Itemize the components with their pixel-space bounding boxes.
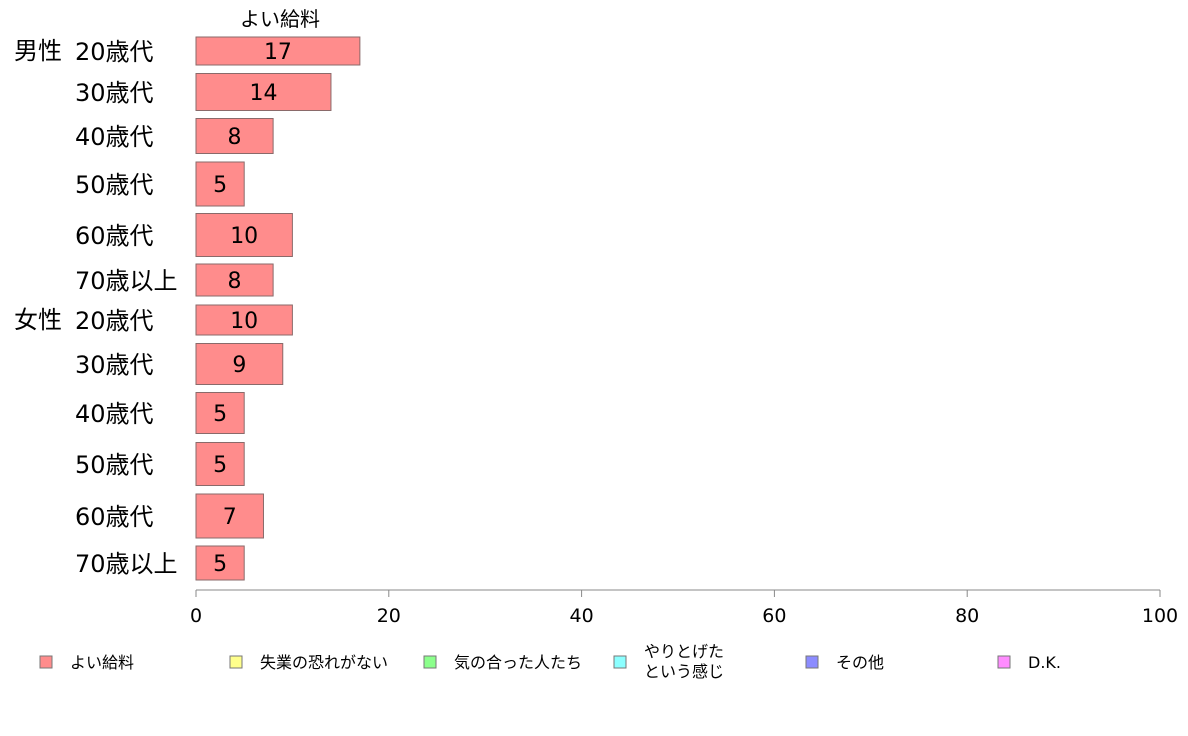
legend-label: 失業の恐れがない bbox=[260, 653, 388, 672]
bar bbox=[195, 263, 274, 297]
bar-value-label: 7 bbox=[223, 505, 237, 530]
x-tick-label: 20 bbox=[377, 605, 401, 627]
legend-label: 気の合った人たち bbox=[454, 653, 582, 672]
bar bbox=[195, 545, 245, 581]
bar-value-label: 10 bbox=[230, 309, 258, 334]
legend-label: D.K. bbox=[1028, 653, 1061, 672]
bar bbox=[195, 118, 274, 154]
category-label: 40歳代 bbox=[75, 123, 154, 151]
bar-value-label: 14 bbox=[249, 81, 277, 106]
bar-value-label: 8 bbox=[228, 125, 242, 150]
category-label: 40歳代 bbox=[75, 400, 154, 428]
category-label: 30歳代 bbox=[75, 351, 154, 379]
legend-label: よい給料 bbox=[70, 653, 134, 672]
category-label: 50歳代 bbox=[75, 171, 154, 199]
bar-value-label: 17 bbox=[264, 40, 292, 65]
bar bbox=[195, 213, 293, 257]
bar-value-label: 5 bbox=[213, 402, 227, 427]
bar-value-label: 5 bbox=[213, 453, 227, 478]
column-header: よい給料 bbox=[240, 7, 320, 31]
legend-swatch bbox=[39, 655, 53, 669]
legend: よい給料 失業の恐れがない 気の合った人たち やりとげたという感じ その他 D.K. bbox=[39, 642, 1061, 681]
category-label: 70歳以上 bbox=[75, 267, 178, 295]
category-label: 20歳代 bbox=[75, 307, 154, 335]
legend-label: その他 bbox=[836, 653, 884, 672]
legend-swatch bbox=[423, 655, 437, 669]
bar-value-label: 5 bbox=[213, 552, 227, 577]
bar-value-label: 8 bbox=[228, 269, 242, 294]
x-tick-label: 0 bbox=[190, 605, 202, 627]
bar-value-label: 9 bbox=[232, 353, 246, 378]
bar bbox=[195, 343, 284, 385]
x-tick-label: 80 bbox=[955, 605, 979, 627]
x-tick-label: 100 bbox=[1142, 605, 1178, 627]
legend-swatch bbox=[997, 655, 1011, 669]
legend-label: やりとげたという感じ bbox=[644, 642, 724, 681]
category-label: 30歳代 bbox=[75, 79, 154, 107]
x-tick-label: 60 bbox=[762, 605, 786, 627]
bar bbox=[195, 392, 245, 434]
legend-swatch bbox=[805, 655, 819, 669]
group-label: 男性 bbox=[14, 37, 62, 65]
x-tick-label: 40 bbox=[570, 605, 594, 627]
bar-value-label: 5 bbox=[213, 173, 227, 198]
bar bbox=[195, 442, 245, 486]
bar bbox=[195, 161, 245, 207]
category-label: 60歳代 bbox=[75, 222, 154, 250]
bar-value-label: 10 bbox=[230, 224, 258, 249]
bar bbox=[195, 493, 264, 539]
bar bbox=[195, 304, 293, 336]
legend-swatch bbox=[613, 655, 627, 669]
x-axis: 0 20 40 60 80 100 bbox=[190, 589, 1178, 627]
bar bbox=[195, 73, 332, 111]
bars-group: 男性 20歳代 17 30歳代 14 40歳代 8 50歳代 5 60歳代 10 70歳以上 8 女性 20… bbox=[14, 36, 361, 581]
bar bbox=[195, 36, 361, 66]
category-label: 60歳代 bbox=[75, 503, 154, 531]
category-label: 20歳代 bbox=[75, 38, 154, 66]
category-label: 70歳以上 bbox=[75, 550, 178, 578]
legend-swatch bbox=[229, 655, 243, 669]
group-label: 女性 bbox=[14, 306, 62, 334]
category-label: 50歳代 bbox=[75, 451, 154, 479]
